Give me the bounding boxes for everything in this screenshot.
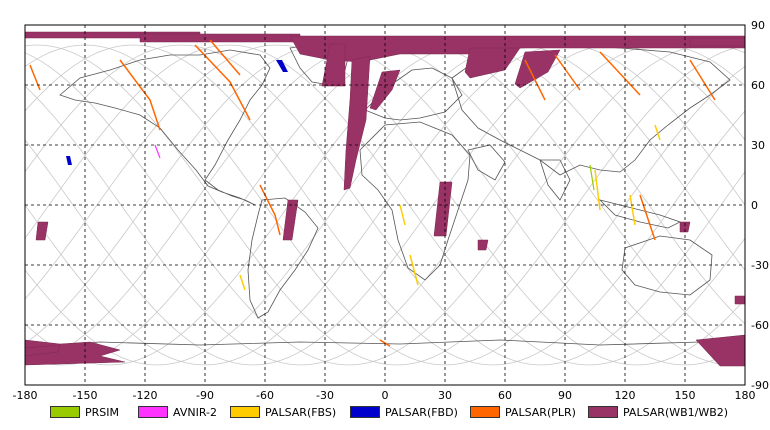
- coverage-avnir: [154, 144, 161, 159]
- legend-item: PALSAR(WB1/WB2): [588, 403, 728, 421]
- lon-tick-label: 90: [558, 389, 572, 402]
- lon-tick-label: 120: [615, 389, 636, 402]
- lon-tick-label: -120: [133, 389, 158, 402]
- legend: PRSIM AVNIR-2 PALSAR(FBS) PALSAR(FBD) PALSAR…: [50, 403, 750, 421]
- longitude-labels: -180 -150 -120 -90 -60 -30 0 30 60 90 120 150 180: [13, 389, 756, 402]
- lon-tick-label: -60: [256, 389, 274, 402]
- lon-tick-label: -150: [73, 389, 98, 402]
- coverage-fbd: [66, 60, 288, 165]
- legend-item: AVNIR-2: [138, 403, 217, 421]
- legend-swatch: [230, 406, 260, 418]
- legend-swatch: [50, 406, 80, 418]
- lat-tick-label: 90: [751, 19, 765, 32]
- legend-item: PRSIM: [50, 403, 119, 421]
- orbit-track: [24, 44, 746, 366]
- lat-tick-label: 0: [751, 199, 758, 212]
- lon-tick-label: 180: [735, 389, 756, 402]
- coverage-fbs: [239, 124, 661, 291]
- legend-label: AVNIR-2: [173, 405, 217, 419]
- lat-tick-label: -90: [751, 379, 769, 392]
- legend-swatch: [470, 406, 500, 418]
- lon-tick-label: -180: [13, 389, 38, 402]
- legend-label: PALSAR(FBD): [385, 405, 458, 419]
- legend-item: PALSAR(FBS): [230, 403, 336, 421]
- lat-tick-label: 30: [751, 139, 765, 152]
- coverage-wb: [24, 31, 746, 367]
- legend-swatch: [588, 406, 618, 418]
- lon-tick-label: -90: [196, 389, 214, 402]
- legend-label: PALSAR(WB1/WB2): [623, 405, 729, 419]
- legend-swatch: [138, 406, 168, 418]
- lat-tick-label: -30: [751, 259, 769, 272]
- orbit-track: [24, 44, 746, 366]
- graticule: [25, 25, 745, 385]
- legend-item: PALSAR(PLR): [470, 403, 576, 421]
- legend-label: PALSAR(FBS): [265, 405, 337, 419]
- lon-tick-label: 60: [498, 389, 512, 402]
- legend-label: PALSAR(PLR): [505, 405, 576, 419]
- legend-label: PRSIM: [85, 405, 119, 419]
- lon-tick-label: 150: [675, 389, 696, 402]
- map-border: [24, 24, 746, 386]
- legend-swatch: [350, 406, 380, 418]
- lat-tick-label: -60: [751, 319, 769, 332]
- legend-item: PALSAR(FBD): [350, 403, 458, 421]
- coverage-prsim: [589, 164, 595, 191]
- lon-tick-label: -30: [316, 389, 334, 402]
- lat-tick-label: 60: [751, 79, 765, 92]
- lon-tick-label: 30: [438, 389, 452, 402]
- lon-tick-label: 0: [382, 389, 389, 402]
- latitude-labels: 90 60 30 0 -30 -60 -90: [751, 19, 769, 392]
